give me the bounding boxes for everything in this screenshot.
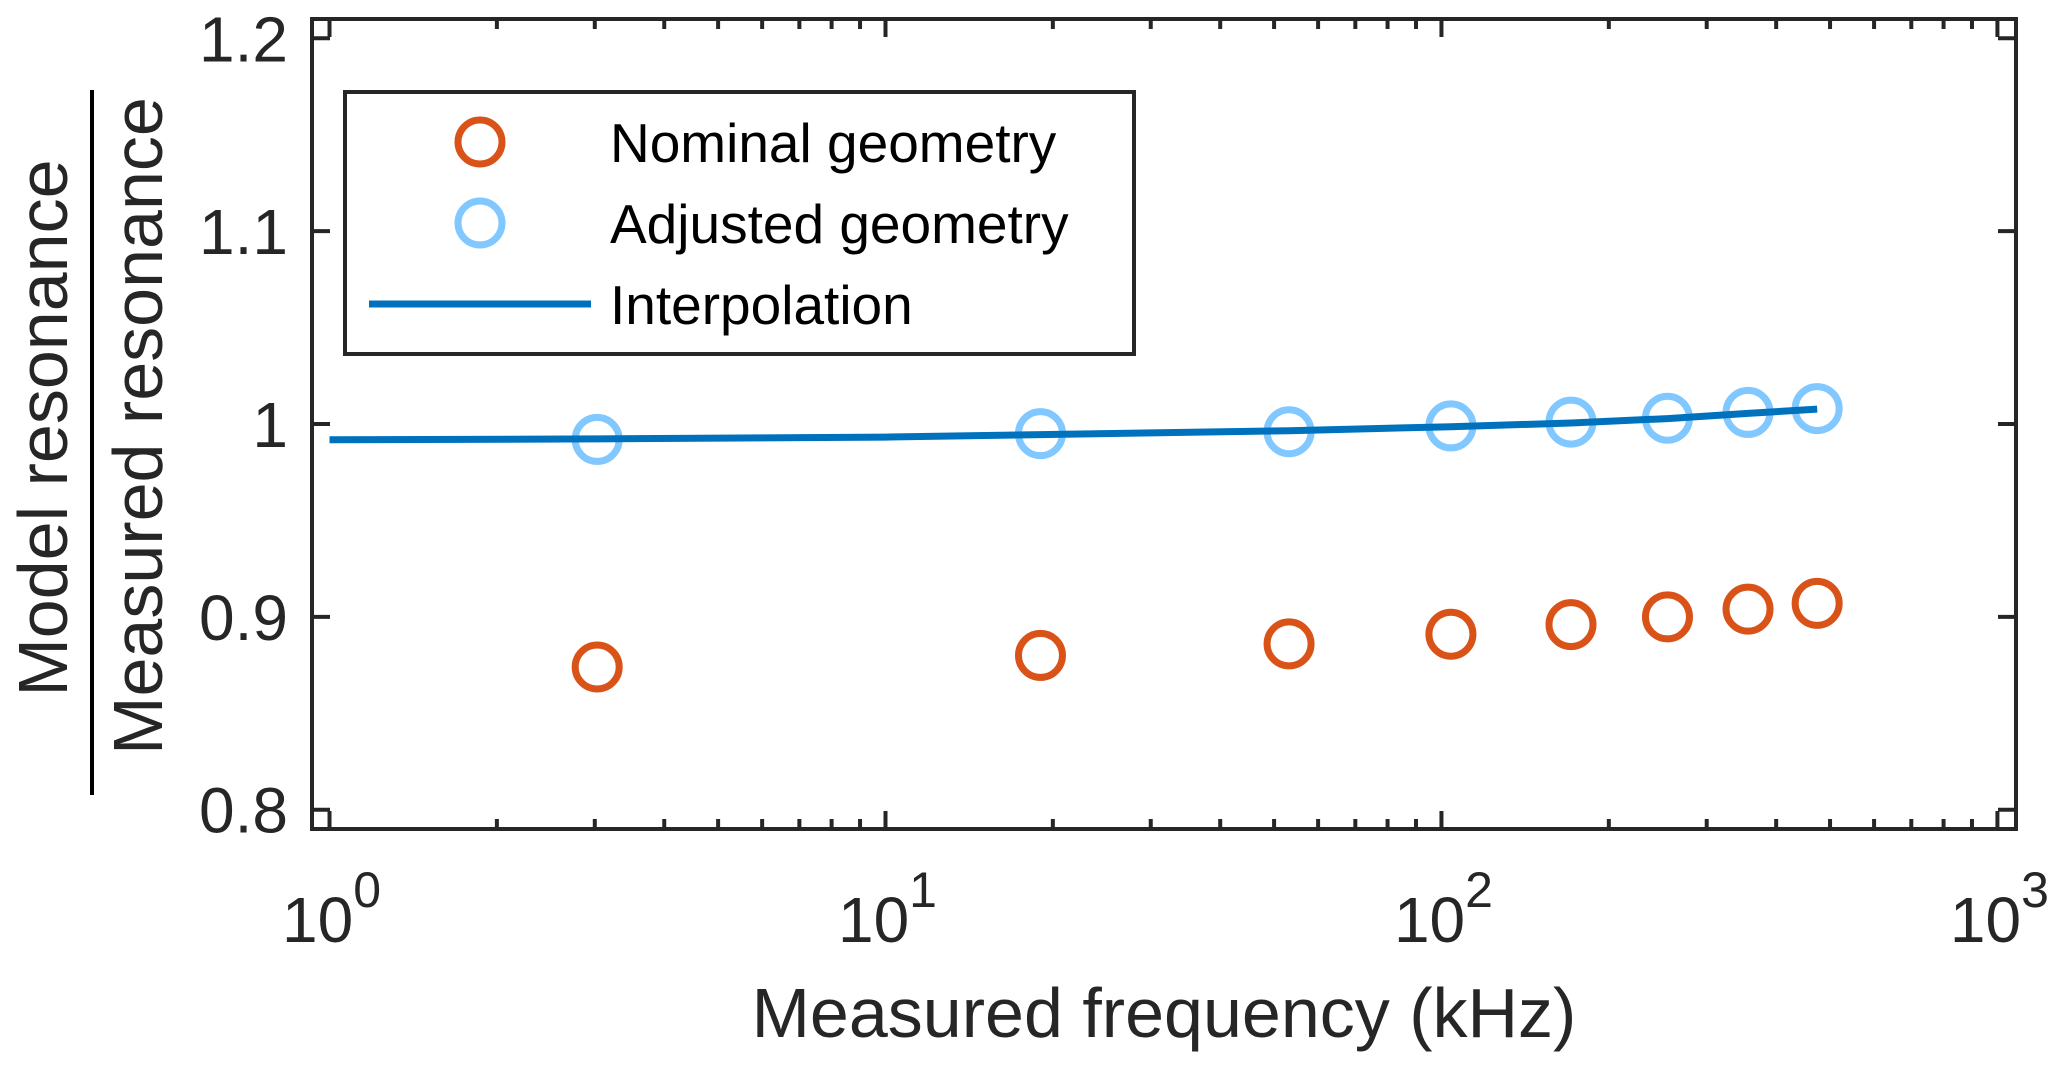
y-tick-label: 1.2 — [199, 3, 288, 75]
data-point — [1425, 608, 1477, 660]
x-tick-label-exponent: 0 — [353, 862, 381, 918]
x-tick-label-exponent: 3 — [2021, 862, 2049, 918]
y-tick-label: 0.8 — [199, 775, 288, 847]
data-point — [571, 641, 623, 693]
x-tick-label: 103 — [1950, 862, 2049, 956]
series-adjusted-geometry — [571, 383, 1843, 465]
y-axis-label: Model resonance Measured resonance — [4, 90, 177, 795]
y-tick-label: 0.9 — [199, 582, 288, 654]
data-point — [1014, 629, 1066, 681]
x-tick-label: 100 — [282, 862, 381, 956]
series-interpolation — [329, 405, 1818, 444]
axes-box — [310, 17, 2018, 831]
x-tick-label-base: 10 — [1394, 884, 1465, 956]
y-axis-label-denominator: Measured resonance — [99, 97, 177, 755]
legend-label-interpolation: Interpolation — [610, 274, 913, 336]
legend-box — [343, 90, 1136, 356]
data-point — [1263, 618, 1315, 670]
x-tick-label: 101 — [838, 862, 937, 956]
series-layer — [329, 383, 1843, 693]
x-tick-label-exponent: 2 — [1465, 862, 1493, 918]
y-tick-label: 1 — [252, 389, 288, 461]
x-tick-labels: 100 101 102 103 — [282, 862, 2049, 956]
data-point — [1722, 583, 1774, 635]
data-point — [1545, 599, 1597, 651]
legend-marker-adjusted — [454, 197, 506, 249]
x-tick-label-base: 10 — [282, 884, 353, 956]
x-tick-label: 102 — [1394, 862, 1493, 956]
data-point — [1641, 591, 1693, 643]
data-point — [1791, 577, 1843, 629]
series-nominal-geometry — [571, 577, 1843, 693]
legend: Nominal geometry Adjusted geometry Inter… — [343, 90, 1136, 356]
legend-label-nominal: Nominal geometry — [610, 112, 1057, 174]
y-tick-labels: 0.8 0.9 1 1.1 1.2 — [199, 3, 288, 846]
legend-marker-nominal — [454, 116, 506, 168]
x-tick-label-base: 10 — [1950, 884, 2021, 956]
y-axis-label-numerator: Model resonance — [4, 160, 82, 697]
x-tick-label-exponent: 1 — [909, 862, 937, 918]
interpolation-line — [329, 405, 1818, 444]
x-tick-label-base: 10 — [838, 884, 909, 956]
x-axis-label: Measured frequency (kHz) — [752, 974, 1577, 1052]
legend-label-adjusted: Adjusted geometry — [610, 193, 1069, 255]
y-tick-label: 1.1 — [199, 196, 288, 268]
